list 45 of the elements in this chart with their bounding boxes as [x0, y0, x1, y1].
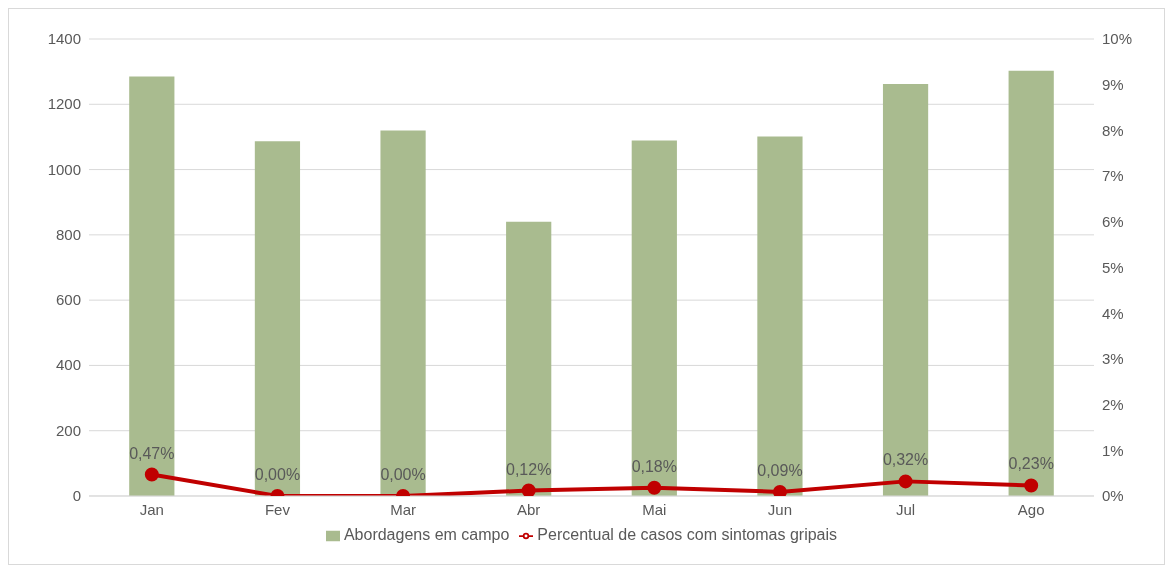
y-tick-label: 800 — [55, 225, 81, 243]
y-tick-label: 1400 — [47, 30, 81, 47]
x-tick-label: Ago — [1017, 500, 1045, 518]
y-tick-label: 1200 — [47, 95, 81, 113]
x-tick-label: Fev — [264, 500, 291, 518]
data-label: 0,00% — [254, 466, 301, 483]
bar — [1008, 70, 1054, 496]
data-label: 0,47% — [129, 444, 175, 462]
data-label: 0,18% — [631, 457, 677, 475]
y2-tick-label: 1% — [1102, 441, 1124, 459]
bar — [506, 221, 552, 496]
y-tick-label: 400 — [55, 356, 81, 374]
y2-tick-label: 0% — [1102, 487, 1124, 505]
legend-label: Abordagens em campo — [343, 526, 510, 543]
y2-tick-label: 9% — [1102, 76, 1124, 94]
y2-tick-label: 5% — [1102, 258, 1124, 276]
x-tick-label: Mar — [390, 500, 416, 518]
bar — [882, 84, 929, 496]
x-tick-label: Jun — [767, 500, 793, 518]
y2-tick-label: 10% — [1102, 30, 1133, 48]
x-tick-label: Abr — [517, 500, 541, 518]
bar — [757, 136, 803, 496]
data-label: 0,23% — [1008, 455, 1054, 473]
y2-tick-label: 2% — [1102, 395, 1124, 413]
data-label: 0,00% — [380, 466, 426, 483]
x-tick-label: Jan — [139, 500, 164, 518]
y2-tick-label: 6% — [1102, 213, 1124, 231]
data-label: 0,12% — [506, 460, 552, 478]
y-tick-label: 0 — [72, 487, 81, 504]
y2-tick-label: 4% — [1102, 304, 1124, 322]
bar — [254, 141, 301, 496]
x-tick-label: Jul — [895, 500, 916, 518]
data-label: 0,32% — [882, 451, 929, 469]
x-tick-label: Mai — [642, 500, 667, 518]
data-label: 0,09% — [757, 461, 803, 479]
bar — [380, 130, 426, 496]
y-tick-label: 200 — [55, 421, 81, 439]
y2-tick-label: 7% — [1102, 167, 1124, 185]
y2-tick-label: 8% — [1102, 121, 1124, 139]
bar — [631, 140, 677, 496]
bar — [129, 76, 175, 496]
y2-tick-label: 3% — [1102, 350, 1124, 368]
y-tick-label: 600 — [55, 291, 81, 309]
legend-label: Percentual de casos com sintomas gripais — [537, 526, 838, 543]
y-tick-label: 1000 — [47, 160, 81, 178]
